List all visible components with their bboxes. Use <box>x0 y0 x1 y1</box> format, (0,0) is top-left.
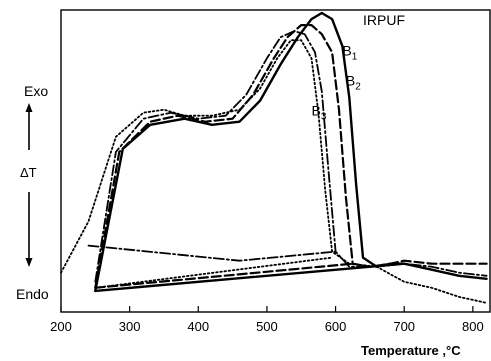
series-line-7 <box>94 256 333 289</box>
curve-label: B2 <box>346 73 361 93</box>
arrow-up-icon <box>25 103 33 150</box>
arrow-down-icon <box>25 192 33 267</box>
x-tick-label: 700 <box>393 319 415 334</box>
x-tick-label: 500 <box>256 319 278 334</box>
series-line-5 <box>87 244 337 262</box>
series-line-6 <box>60 39 488 304</box>
curve-label-subscript: 2 <box>355 82 361 93</box>
curve-label-text: B <box>312 103 321 119</box>
x-tick-label: 300 <box>119 319 141 334</box>
curve-label-subscript: 3 <box>321 112 327 123</box>
series-line-4 <box>94 30 488 283</box>
plot-border <box>60 9 491 313</box>
curve-label-text: B <box>346 73 355 89</box>
delta-t-label: ΔT <box>20 165 37 180</box>
curve-label-text: IRPUF <box>363 12 405 28</box>
curve-label-text: B <box>342 42 351 58</box>
x-axis-ticks: 200 300 400 500 600 700 800 <box>50 306 484 334</box>
series-line-2 <box>94 24 488 289</box>
x-tick-label: 800 <box>462 319 484 334</box>
x-tick-label: 600 <box>325 319 347 334</box>
curve-label: B3 <box>312 103 327 123</box>
x-tick-label: 200 <box>50 319 72 334</box>
series-group <box>60 11 488 304</box>
x-tick-label: 400 <box>187 319 209 334</box>
x-axis-title: Temperature ,°C <box>361 343 461 358</box>
curve-label: B1 <box>342 42 357 62</box>
series-line-3 <box>94 262 354 289</box>
curve-label: IRPUF <box>363 12 405 28</box>
exo-label: Exo <box>24 83 48 99</box>
series-line-1 <box>94 262 406 293</box>
endo-label: Endo <box>16 286 49 302</box>
plot-frame <box>60 9 491 313</box>
curve-label-subscript: 1 <box>352 51 358 62</box>
series-line-0 <box>94 11 488 293</box>
